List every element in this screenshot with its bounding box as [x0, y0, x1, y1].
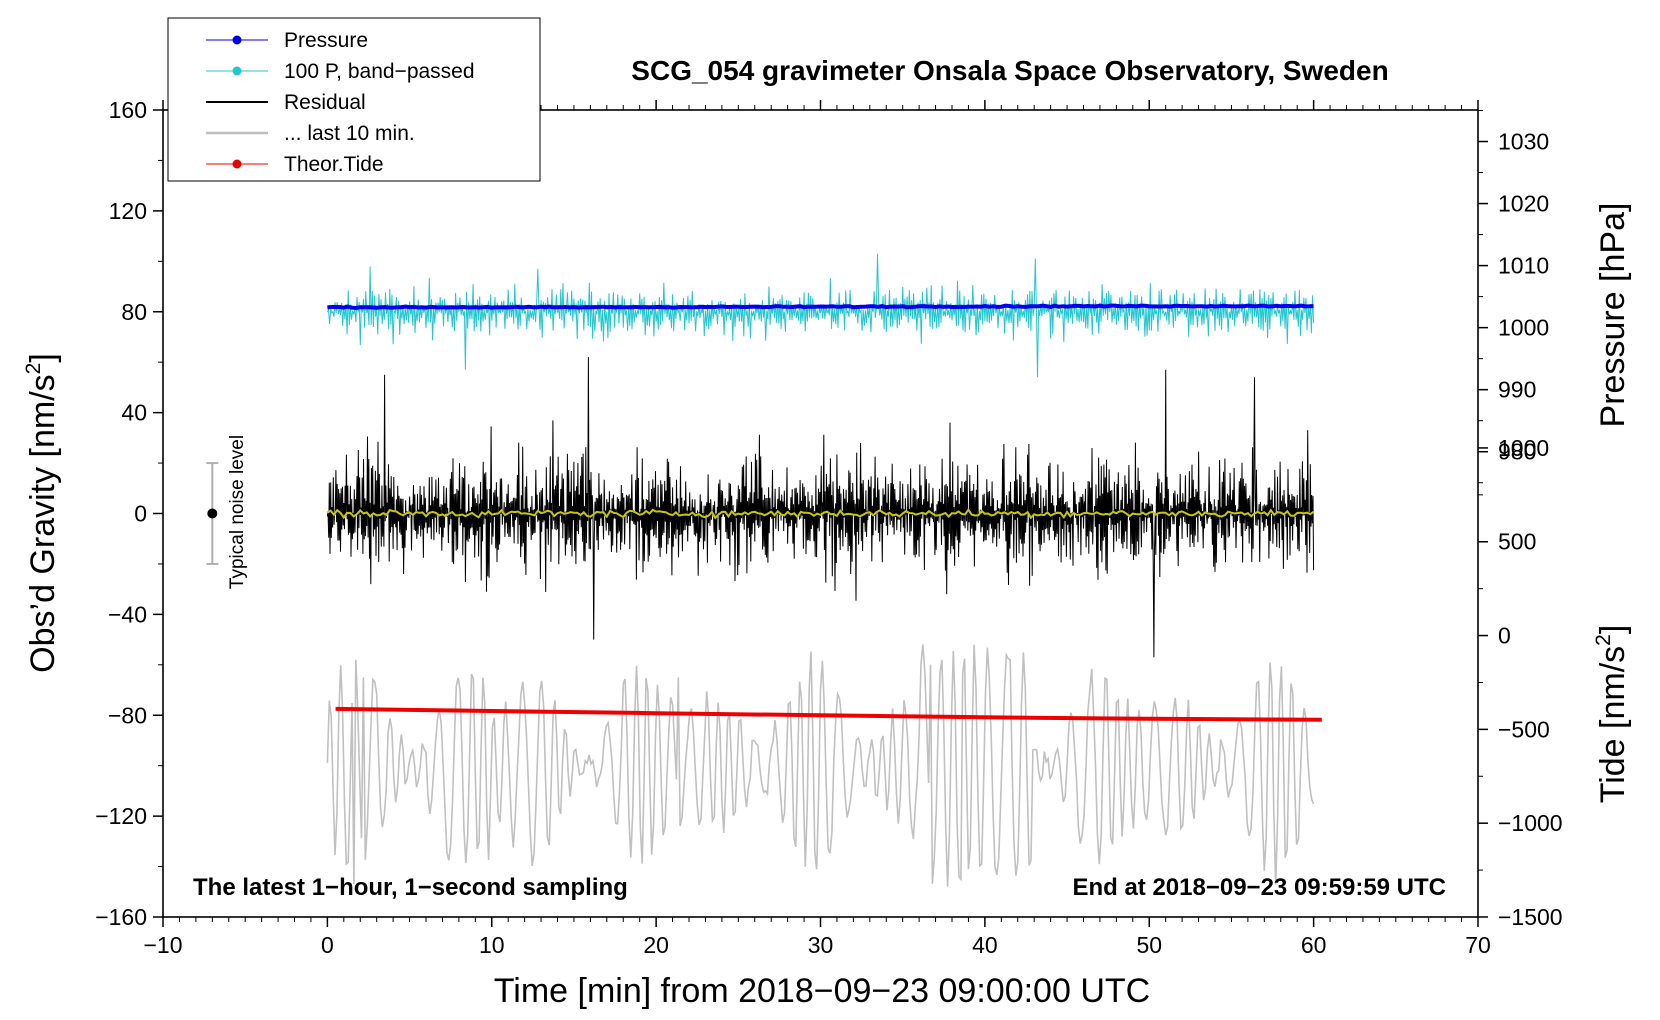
y-tick-label: −160: [95, 904, 147, 930]
x-tick-label: 30: [808, 932, 834, 958]
legend-label: 100 P, band−passed: [284, 60, 475, 83]
pressure-tick-label: 1030: [1498, 129, 1549, 155]
x-tick-label: 70: [1465, 932, 1491, 958]
tide-tick-label: 0: [1498, 623, 1511, 649]
x-tick-label: 40: [972, 932, 998, 958]
pressure-tick-label: 990: [1498, 377, 1536, 403]
legend: Pressure 100 P, band−passed Residual ... la…: [167, 17, 541, 182]
noise-level-label: Typical noise level: [227, 435, 248, 589]
y-axis-left-title: Obs’d Gravity [nm/s2]: [22, 353, 62, 673]
y-tick-label: −120: [95, 803, 147, 829]
x-axis-title: Time [min] from 2018−09−23 09:00:00 UTC: [494, 972, 1150, 1010]
bandpassed-pressure-line: [326, 253, 1315, 378]
y-axis-left-title-close: ]: [24, 353, 62, 362]
y-axis-tide-title-sup: 2: [1592, 634, 1615, 646]
theoretical-tide-line: [335, 706, 1322, 722]
x-tick-label: 60: [1301, 932, 1327, 958]
noise-dot: [207, 508, 218, 519]
legend-marker: [232, 35, 242, 45]
legend-label: Pressure: [284, 29, 368, 52]
pressure-tick-label: 1020: [1498, 191, 1549, 217]
legend-label: Theor.Tide: [284, 153, 384, 176]
legend-box: [167, 17, 541, 182]
y-axis-left-title-sup: 2: [22, 363, 45, 375]
pressure-line: [327, 303, 1314, 311]
y-tick-label: 160: [109, 97, 147, 123]
y-tick-label: 80: [121, 299, 147, 325]
annotation-end-time: End at 2018−09−23 09:59:59 UTC: [1072, 874, 1446, 901]
y-tick-label: 120: [109, 198, 147, 224]
tide-tick-label: −1500: [1498, 904, 1563, 930]
pressure-tick-label: 1000: [1498, 315, 1549, 341]
y-tick-label: 40: [121, 400, 147, 426]
annotation-sampling: The latest 1−hour, 1−second sampling: [193, 874, 628, 901]
x-tick-label: 10: [479, 932, 505, 958]
legend-label: Residual: [284, 91, 366, 114]
y-axis-pressure-title: Pressure [hPa]: [1594, 203, 1632, 428]
x-tick-label: 0: [321, 932, 334, 958]
y-axis-left-title-main: Obs’d Gravity [nm/s: [24, 374, 62, 673]
chart-title: SCG_054 gravimeter Onsala Space Observat…: [631, 55, 1388, 86]
x-tick-label: 20: [643, 932, 669, 958]
tide-tick-label: 500: [1498, 529, 1536, 555]
legend-marker: [232, 159, 242, 169]
y-axis-tide-title: Tide [nm/s2]: [1592, 625, 1632, 804]
pressure-tick-label: 1010: [1498, 253, 1549, 279]
tide-tick-label: −500: [1498, 716, 1550, 742]
y-axis-tide-title-close: ]: [1594, 625, 1632, 634]
legend-marker: [232, 66, 242, 76]
last-10-min-line: [326, 644, 1315, 887]
x-tick-label: 50: [1136, 932, 1162, 958]
residual-line: [326, 357, 1315, 658]
y-axis-tide-title-main: Tide [nm/s: [1594, 646, 1632, 803]
y-tick-label: −80: [108, 702, 147, 728]
tide-tick-label: −1000: [1498, 810, 1563, 836]
smoothed-residual-line: [326, 508, 1315, 520]
legend-label: ... last 10 min.: [284, 122, 415, 145]
y-tick-label: 0: [134, 501, 147, 527]
tide-tick-label: 1000: [1498, 435, 1549, 461]
noise-level-marker: [206, 462, 219, 565]
x-tick-label: −10: [143, 932, 182, 958]
pressure-tick-label: 980: [1498, 439, 1536, 465]
y-tick-label: −40: [108, 601, 147, 627]
